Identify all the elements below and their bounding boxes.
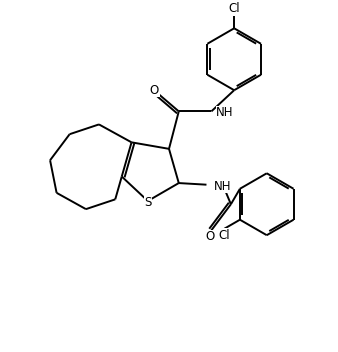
Text: O: O [150, 83, 159, 96]
Text: O: O [205, 230, 214, 243]
Text: NH: NH [214, 180, 231, 193]
Text: Cl: Cl [228, 2, 240, 15]
Text: NH: NH [216, 106, 234, 119]
Text: Cl: Cl [219, 228, 230, 241]
Text: S: S [144, 196, 151, 209]
